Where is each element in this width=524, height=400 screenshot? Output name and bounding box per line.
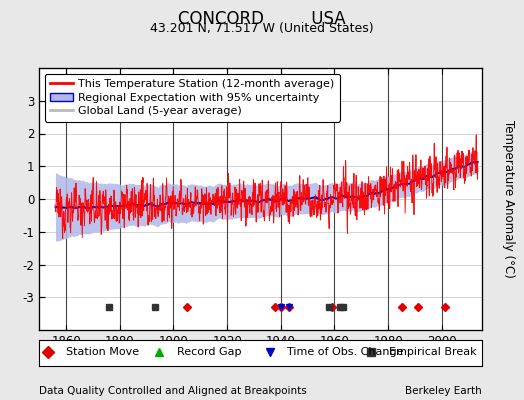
Text: Time of Obs. Change: Time of Obs. Change xyxy=(287,348,404,358)
Legend: This Temperature Station (12-month average), Regional Expectation with 95% uncer: This Temperature Station (12-month avera… xyxy=(45,74,340,122)
Y-axis label: Temperature Anomaly (°C): Temperature Anomaly (°C) xyxy=(501,120,515,278)
Text: Data Quality Controlled and Aligned at Breakpoints: Data Quality Controlled and Aligned at B… xyxy=(39,386,307,396)
Text: Record Gap: Record Gap xyxy=(177,348,241,358)
Text: Station Move: Station Move xyxy=(66,348,139,358)
Text: 43.201 N, 71.517 W (United States): 43.201 N, 71.517 W (United States) xyxy=(150,22,374,35)
Text: Berkeley Earth: Berkeley Earth xyxy=(406,386,482,396)
Text: Empirical Break: Empirical Break xyxy=(389,348,477,358)
Text: CONCORD         USA: CONCORD USA xyxy=(178,10,346,28)
